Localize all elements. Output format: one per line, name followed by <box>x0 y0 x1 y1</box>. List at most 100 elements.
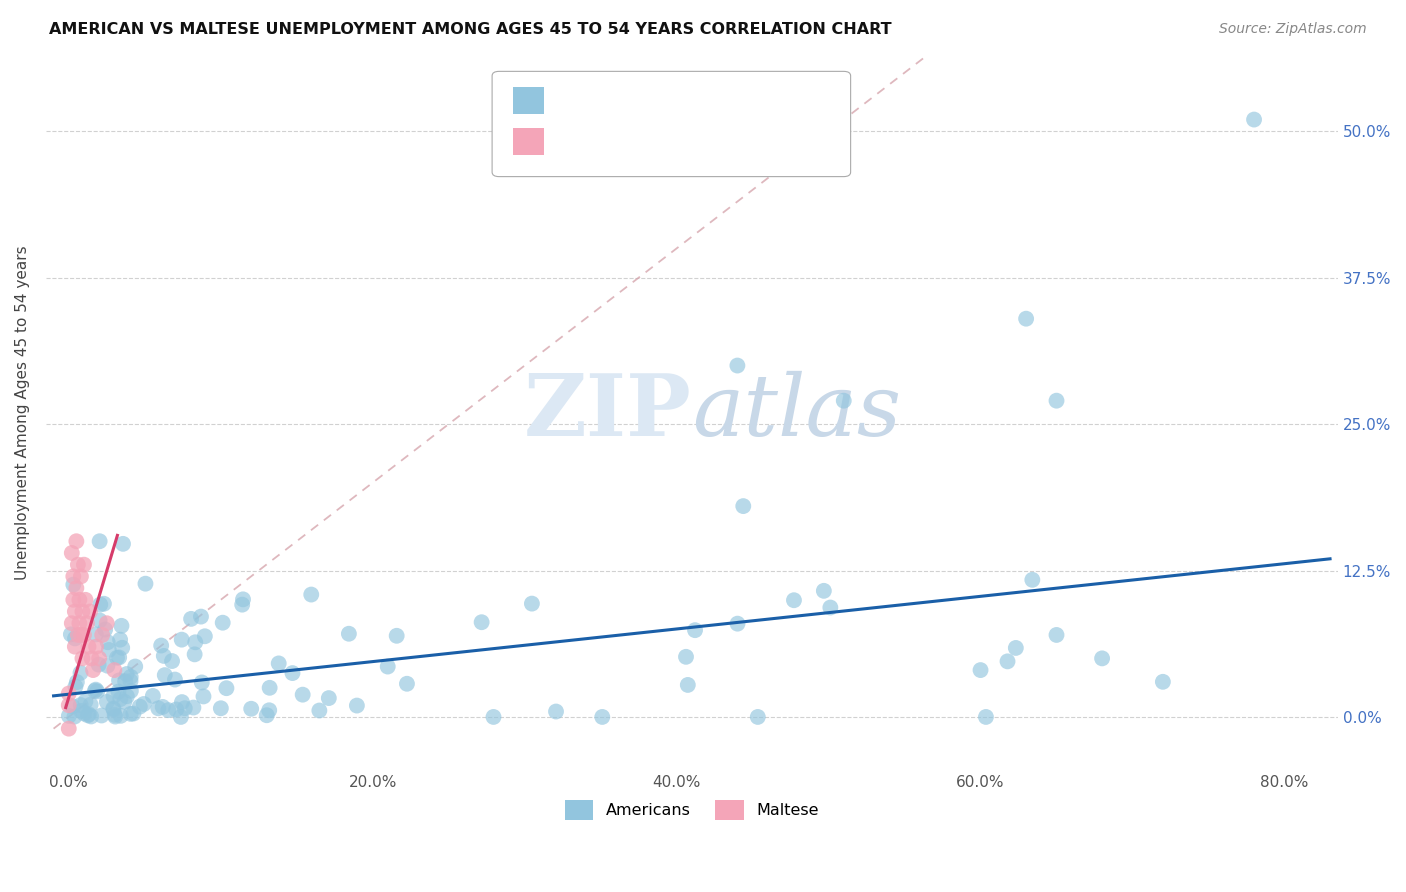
Point <box>104 709 127 723</box>
Point <box>90 708 112 723</box>
Point <box>346 698 368 713</box>
Point <box>105 650 128 665</box>
Point <box>96 616 118 631</box>
Point <box>120 674 142 689</box>
Point <box>152 648 174 663</box>
Point <box>60 699 83 714</box>
Point <box>76 616 98 631</box>
Text: 0.404: 0.404 <box>595 92 651 110</box>
Point <box>70 569 93 583</box>
Point <box>257 703 280 717</box>
Point <box>170 632 193 647</box>
Point <box>79 698 101 712</box>
Point <box>69 698 91 712</box>
Point <box>91 628 114 642</box>
Legend: Americans, Maltese: Americans, Maltese <box>558 794 825 826</box>
Point <box>97 635 120 649</box>
Point <box>115 690 138 704</box>
Point <box>65 534 87 549</box>
Point <box>240 702 263 716</box>
Point <box>194 629 217 643</box>
Point <box>170 695 193 709</box>
Point <box>65 581 87 595</box>
Point <box>80 709 103 723</box>
Point <box>997 654 1019 668</box>
Point <box>93 597 115 611</box>
Point <box>86 684 108 698</box>
Point <box>150 639 173 653</box>
Point <box>813 583 835 598</box>
Point <box>160 654 183 668</box>
Point <box>1152 674 1174 689</box>
Point <box>108 650 131 665</box>
Point <box>183 648 205 662</box>
Point <box>727 616 749 631</box>
Point <box>747 710 769 724</box>
Point <box>84 627 107 641</box>
Point <box>318 691 340 706</box>
Point <box>73 706 96 721</box>
Point <box>110 692 132 706</box>
Point <box>58 722 80 736</box>
Text: Source: ZipAtlas.com: Source: ZipAtlas.com <box>1219 22 1367 37</box>
Point <box>832 393 855 408</box>
Point <box>67 616 90 631</box>
Point <box>59 627 82 641</box>
Point <box>122 706 145 721</box>
Text: 0.518: 0.518 <box>595 133 652 151</box>
Point <box>544 705 567 719</box>
Point <box>153 668 176 682</box>
Point <box>591 710 613 724</box>
Point <box>482 710 505 724</box>
Point <box>89 598 111 612</box>
Point <box>1091 651 1114 665</box>
Point <box>170 710 193 724</box>
Point <box>191 675 214 690</box>
Text: N =: N = <box>651 133 703 151</box>
Point <box>103 701 125 715</box>
Point <box>80 651 103 665</box>
Point <box>60 616 83 631</box>
Point <box>308 704 330 718</box>
Point <box>157 703 180 717</box>
Point <box>66 558 89 572</box>
Point <box>62 592 84 607</box>
Point <box>211 615 233 630</box>
Point <box>70 628 93 642</box>
Point <box>69 665 91 680</box>
Point <box>173 701 195 715</box>
Point <box>132 697 155 711</box>
Point <box>114 674 136 689</box>
Point <box>110 708 132 723</box>
Point <box>107 684 129 698</box>
Point <box>75 592 97 607</box>
Point <box>385 629 408 643</box>
Point <box>1004 640 1026 655</box>
Point <box>1015 311 1038 326</box>
Point <box>94 623 117 637</box>
Point <box>60 546 83 560</box>
Point <box>73 628 96 642</box>
Point <box>520 597 543 611</box>
Point <box>77 707 100 722</box>
Text: ZIP: ZIP <box>524 370 692 454</box>
Point <box>152 700 174 714</box>
Point <box>103 689 125 703</box>
Point <box>87 657 110 672</box>
Point <box>111 640 134 655</box>
Point <box>820 600 842 615</box>
Point <box>683 623 706 637</box>
Point <box>142 689 165 703</box>
Point <box>97 643 120 657</box>
Point <box>63 640 86 654</box>
Point <box>134 576 156 591</box>
Point <box>120 670 142 684</box>
Point <box>112 695 135 709</box>
Point <box>63 632 86 646</box>
Point <box>58 698 80 713</box>
Point <box>66 628 89 642</box>
Text: AMERICAN VS MALTESE UNEMPLOYMENT AMONG AGES 45 TO 54 YEARS CORRELATION CHART: AMERICAN VS MALTESE UNEMPLOYMENT AMONG A… <box>49 22 891 37</box>
Y-axis label: Unemployment Among Ages 45 to 54 years: Unemployment Among Ages 45 to 54 years <box>15 245 30 580</box>
Point <box>231 598 253 612</box>
Point <box>165 702 187 716</box>
